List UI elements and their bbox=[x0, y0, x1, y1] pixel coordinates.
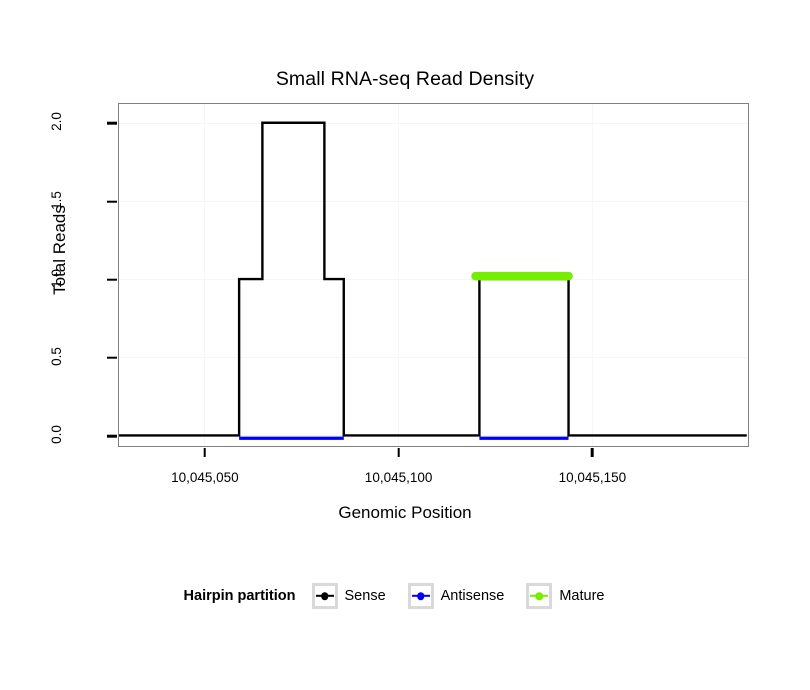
legend-item-mature[interactable]: Mature bbox=[526, 583, 616, 609]
legend-key-mature bbox=[526, 583, 553, 609]
y-tick-mark-4 bbox=[107, 122, 117, 125]
y-tick-mark-1 bbox=[107, 356, 117, 360]
legend-items: Sense Antisense Mature bbox=[311, 583, 627, 609]
y-axis-title: Total Reads bbox=[50, 205, 69, 295]
data-traces bbox=[119, 121, 747, 440]
y-tick-mark-3 bbox=[107, 200, 117, 203]
legend-label-mature: Mature bbox=[559, 588, 605, 604]
plot-panel bbox=[118, 103, 749, 447]
y-tick-label-text-0: 0.0 bbox=[49, 425, 65, 444]
legend-key-dot-icon bbox=[416, 592, 425, 600]
legend-item-sense[interactable]: Sense bbox=[311, 583, 398, 609]
legend-key-dot-icon bbox=[535, 592, 544, 600]
gridline-vertical-1 bbox=[398, 104, 399, 446]
legend-label-sense: Sense bbox=[344, 588, 386, 604]
x-tick-label-0: 10,045,050 bbox=[171, 470, 239, 485]
gridline-horizontal-4 bbox=[119, 122, 748, 124]
legend-key-antisense bbox=[407, 583, 434, 609]
gridline-vertical-2 bbox=[591, 104, 593, 446]
legend: Hairpin partition Sense Antisense Mature bbox=[0, 583, 810, 609]
legend-label-antisense: Antisense bbox=[440, 588, 505, 604]
trace-sense bbox=[119, 121, 747, 437]
x-tick-label-1: 10,045,100 bbox=[364, 470, 433, 485]
legend-title: Hairpin partition bbox=[183, 588, 296, 604]
y-tick-mark-2 bbox=[107, 278, 117, 281]
y-tick-label-0: 0.0 bbox=[0, 425, 66, 444]
y-tick-mark-0 bbox=[107, 434, 117, 438]
legend-key-dot-icon bbox=[320, 592, 329, 600]
legend-key-sense bbox=[311, 583, 338, 609]
gridline-horizontal-3 bbox=[119, 200, 748, 202]
gridline-vertical-0 bbox=[204, 104, 206, 446]
plot-area bbox=[119, 104, 748, 446]
gridline-horizontal-2 bbox=[119, 279, 748, 281]
x-tick-mark-1 bbox=[397, 448, 400, 457]
x-tick-mark-0 bbox=[203, 448, 207, 457]
x-tick-label-2: 10,045,150 bbox=[558, 470, 627, 485]
x-tick-mark-2 bbox=[591, 448, 594, 457]
legend-item-antisense[interactable]: Antisense bbox=[407, 583, 517, 609]
gridline-horizontal-1 bbox=[119, 357, 748, 359]
chart-title: Small RNA-seq Read Density bbox=[275, 68, 535, 90]
x-axis-title: Genomic Position bbox=[338, 503, 472, 522]
